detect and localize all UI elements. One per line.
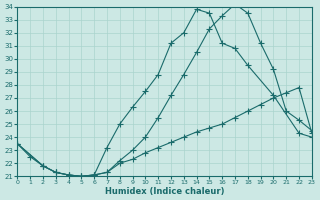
X-axis label: Humidex (Indice chaleur): Humidex (Indice chaleur) (105, 187, 224, 196)
